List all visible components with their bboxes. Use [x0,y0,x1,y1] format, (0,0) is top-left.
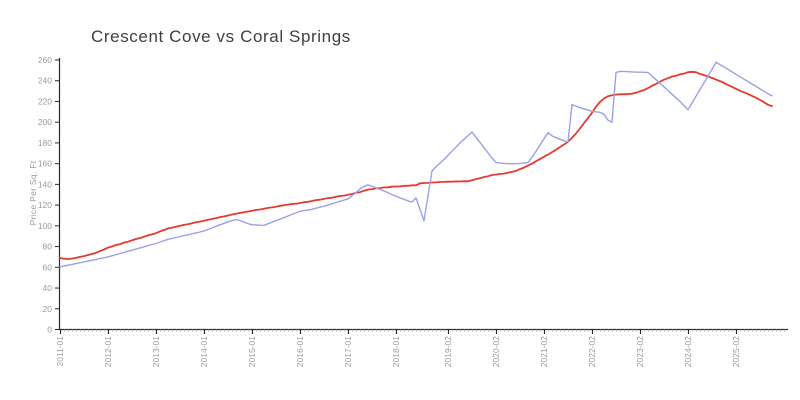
x-tick-label: 2021-02 [539,336,549,367]
y-tick-label: 240 [38,76,52,86]
x-tick-label: 2020-02 [491,336,501,367]
x-tick-label: 2025-02 [731,336,741,367]
y-tick-label: 40 [43,283,53,293]
x-tick-label: 2024-02 [683,336,693,367]
y-tick-label: 0 [47,325,52,335]
x-tick-label: 2016-01 [295,336,305,367]
x-tick-label: 2022-02 [587,336,597,367]
series-line-2 [59,61,773,268]
y-tick-label: 260 [38,55,52,65]
x-tick-label: 2014-01 [199,336,209,367]
x-tick-label: 2017-01 [343,336,353,367]
y-tick-label: 120 [38,200,52,210]
x-tick-label: 2013-01 [151,336,161,367]
x-tick-label: 2012-01 [103,336,113,367]
y-tick-label: 140 [38,179,52,189]
y-tick-label: 160 [38,159,52,169]
y-tick-label: 200 [38,117,52,127]
y-tick-label: 220 [38,96,52,106]
x-tick-label: 2015-01 [247,336,257,367]
y-tick-label: 100 [38,221,52,231]
y-tick-label: 20 [43,304,53,314]
y-tick-label: 80 [43,242,53,252]
y-tick-label: 180 [38,138,52,148]
x-tick-label: 2019-02 [443,336,453,367]
x-tick-label: 2018-01 [391,336,401,367]
y-tick-label: 60 [43,262,53,272]
x-tick-label: 2011-01 [55,336,65,367]
x-tick-label: 2023-02 [635,336,645,367]
chart-title: Crescent Cove vs Coral Springs [91,27,351,46]
series-line-1 [59,70,773,260]
